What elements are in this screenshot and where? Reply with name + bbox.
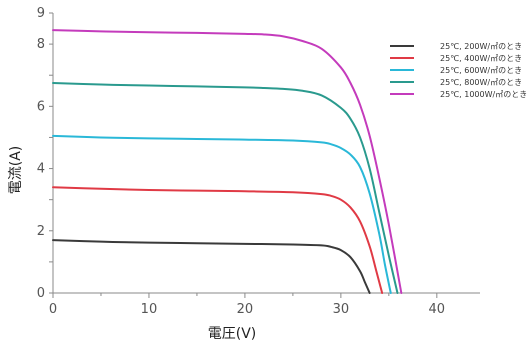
x-tick-label: 10 — [141, 302, 158, 317]
y-tick-label: 9 — [37, 6, 45, 21]
axes: 0 10 20 30 40 0 2 4 6 8 9 — [37, 6, 480, 317]
series-line-4 — [52, 82, 399, 294]
x-tick-label: 20 — [237, 302, 254, 317]
x-tick-label: 40 — [429, 302, 446, 317]
legend-label-4: 25℃, 800W/㎡のとき — [440, 78, 522, 87]
legend-label-1: 25℃, 200W/㎡のとき — [440, 42, 522, 51]
y-tick-label: 4 — [37, 162, 45, 177]
y-tick-label: 6 — [37, 99, 45, 114]
series-line-2 — [52, 186, 384, 294]
legend-label-3: 25℃, 600W/㎡のとき — [440, 66, 522, 75]
y-tick-label: 2 — [37, 224, 45, 239]
x-tick-label: 30 — [333, 302, 350, 317]
legend-label-2: 25℃, 400W/㎡のとき — [440, 54, 522, 63]
y-tick-label: 8 — [37, 37, 45, 52]
legend-label-5: 25℃, 1000W/㎡のとき — [440, 90, 527, 99]
x-tick-label: 0 — [49, 302, 57, 317]
x-axis-title: 電圧(V) — [208, 326, 257, 342]
series-lines — [52, 29, 403, 294]
y-axis-title: 電流(A) — [8, 146, 24, 195]
series-line-1 — [52, 239, 371, 294]
legend: 25℃, 200W/㎡のとき 25℃, 400W/㎡のとき 25℃, 600W/㎡の… — [390, 42, 527, 99]
series-line-5 — [52, 29, 403, 294]
series-line-3 — [52, 134, 392, 294]
y-tick-label: 0 — [37, 286, 45, 301]
